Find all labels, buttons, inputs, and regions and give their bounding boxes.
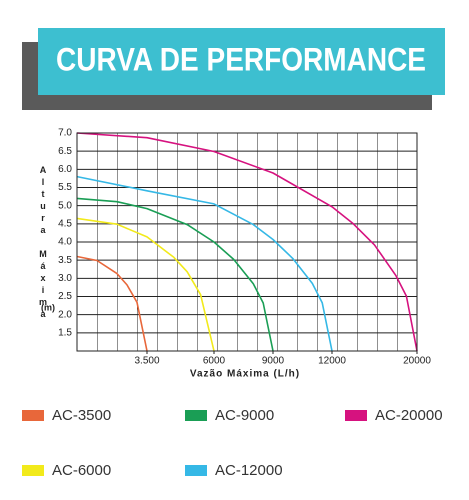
y-tick-label: 1.5 [58, 327, 72, 338]
curve [76, 197, 274, 352]
y-tick-label: 3.0 [58, 273, 72, 284]
legend-swatch [22, 465, 44, 476]
curve [76, 175, 333, 352]
y-tick-label: 6.0 [58, 164, 72, 175]
legend-label: AC-6000 [52, 462, 111, 479]
y-tick-label: 5.0 [58, 200, 72, 211]
legend-swatch [185, 410, 207, 421]
y-axis-label-box: Altura Máxima [38, 165, 48, 321]
y-tick-label: 4.0 [58, 237, 72, 248]
plot-border [76, 132, 418, 352]
curve [76, 132, 418, 352]
chart-title: CURVA DE PERFORMANCE [56, 41, 426, 77]
y-tick-label: 2.0 [58, 309, 72, 320]
y-tick-label: 7.0 [58, 128, 72, 139]
legend-label: AC-12000 [215, 462, 283, 479]
x-tick-label: 9000 [262, 356, 285, 367]
x-axis-label: Vazão Máxima (L/h) [190, 369, 300, 380]
curve [76, 217, 215, 352]
banner [38, 28, 445, 95]
legend-label: AC-9000 [215, 407, 274, 424]
y-tick-label: 6.5 [58, 146, 72, 157]
legend-swatch [22, 410, 44, 421]
x-tick-label: 12000 [318, 356, 346, 367]
y-tick-label: 4.5 [58, 218, 72, 229]
y-axis-label: Altura Máxima [38, 165, 48, 321]
legend-swatch [345, 410, 367, 421]
y-axis-unit: (m) [41, 302, 55, 312]
y-tick-label: 2.5 [58, 291, 72, 302]
legend-label: AC-20000 [375, 407, 443, 424]
y-tick-label: 3.5 [58, 255, 72, 266]
x-tick-label: 20000 [403, 356, 431, 367]
x-tick-label: 3.500 [134, 356, 159, 367]
legend-label: AC-3500 [52, 407, 111, 424]
legend-swatch [185, 465, 207, 476]
x-tick-label: 6000 [203, 356, 226, 367]
curve [76, 255, 148, 352]
y-tick-label: 5.5 [58, 182, 72, 193]
